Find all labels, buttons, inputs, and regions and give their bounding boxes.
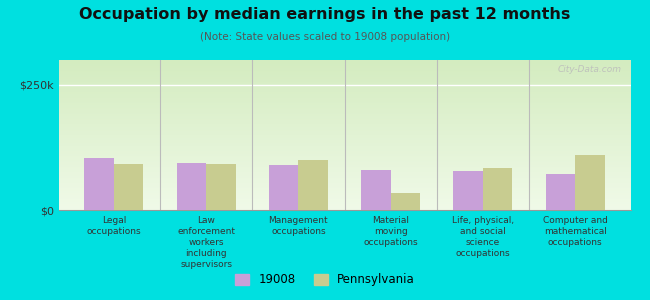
Bar bbox=[269, 165, 298, 210]
Text: City-Data.com: City-Data.com bbox=[558, 64, 622, 74]
Text: Occupation by median earnings in the past 12 months: Occupation by median earnings in the pas… bbox=[79, 8, 571, 22]
Bar bbox=[483, 167, 512, 210]
Legend: 19008, Pennsylvania: 19008, Pennsylvania bbox=[230, 269, 420, 291]
Bar bbox=[391, 193, 420, 210]
Bar bbox=[177, 163, 206, 210]
Bar bbox=[575, 155, 604, 210]
Bar bbox=[453, 171, 483, 210]
Bar bbox=[84, 158, 114, 210]
Bar bbox=[545, 174, 575, 210]
Text: (Note: State values scaled to 19008 population): (Note: State values scaled to 19008 popu… bbox=[200, 32, 450, 41]
Bar bbox=[298, 160, 328, 210]
Bar bbox=[114, 164, 144, 210]
Bar bbox=[206, 164, 236, 210]
Bar bbox=[361, 170, 391, 210]
